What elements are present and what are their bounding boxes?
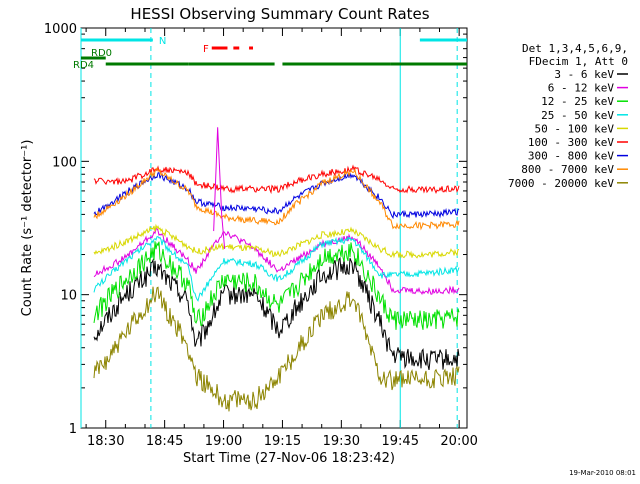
series-line — [93, 235, 460, 302]
legend-entry: 7000 - 20000 keV — [508, 177, 614, 190]
series-line — [93, 164, 460, 195]
legend-entry: 100 - 300 keV — [528, 136, 614, 149]
flag-label: RD4 — [73, 60, 94, 71]
legend-entry: 25 - 50 keV — [541, 109, 614, 122]
y-tick-label: 1 — [69, 422, 77, 437]
legend-header: Det 1,3,4,5,6,9, — [522, 42, 628, 55]
y-tick-label: 10 — [60, 289, 77, 304]
legend-entry: 50 - 100 keV — [535, 122, 615, 135]
legend-entry: 12 - 25 keV — [541, 95, 614, 108]
legend-entry: 300 - 800 keV — [528, 150, 614, 163]
x-tick-label: 20:00 — [440, 434, 477, 449]
x-tick-label: 19:30 — [323, 434, 360, 449]
y-tick-label: 100 — [52, 155, 77, 170]
series-line — [93, 227, 460, 296]
series-line — [93, 172, 460, 220]
flag-label: F — [203, 44, 209, 55]
legend-entry: 800 - 7000 keV — [521, 163, 614, 176]
flag-label: N — [159, 36, 166, 47]
legend-header: FDecim 1, Att 0 — [529, 55, 628, 68]
chart-title: HESSI Observing Summary Count Rates — [130, 5, 429, 23]
footer-timestamp: 19-Mar-2010 08:01 — [569, 469, 636, 477]
series-line — [93, 223, 460, 259]
y-axis-label: Count Rate (s⁻¹ detector⁻¹) — [20, 140, 35, 317]
x-tick-label: 18:45 — [146, 434, 183, 449]
series-line — [93, 286, 460, 412]
x-tick-label: 19:15 — [264, 434, 301, 449]
legend-entry: 3 - 6 keV — [554, 68, 614, 81]
x-axis-label: Start Time (27-Nov-06 18:23:42) — [183, 451, 395, 466]
x-tick-label: 19:00 — [205, 434, 242, 449]
legend-entry: 6 - 12 keV — [548, 82, 615, 95]
legend: Det 1,3,4,5,6,9,FDecim 1, Att 03 - 6 keV… — [508, 42, 628, 190]
plot-area: 1 10 100 1000 18:30 18:45 19:00 19:15 19:30 19:45… — [20, 22, 478, 466]
x-tick-label: 18:30 — [87, 434, 124, 449]
x-tick-label: 19:45 — [382, 434, 419, 449]
flag-label: RD0 — [91, 48, 112, 59]
series-line — [93, 241, 460, 330]
y-tick-label: 1000 — [44, 22, 77, 37]
flare-spike — [213, 127, 226, 250]
series-line — [93, 167, 460, 231]
series-line — [93, 256, 460, 371]
